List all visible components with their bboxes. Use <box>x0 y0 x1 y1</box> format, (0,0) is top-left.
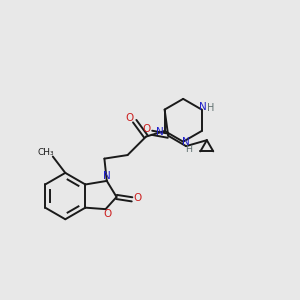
Text: H: H <box>185 145 193 154</box>
Text: O: O <box>142 124 151 134</box>
Text: O: O <box>125 112 134 123</box>
Text: N: N <box>199 102 207 112</box>
Text: N: N <box>182 137 190 147</box>
Text: CH₃: CH₃ <box>37 148 54 158</box>
Text: N: N <box>103 172 111 182</box>
Text: O: O <box>103 208 112 219</box>
Text: O: O <box>133 193 142 203</box>
Text: N: N <box>156 128 164 137</box>
Text: H: H <box>207 103 214 113</box>
